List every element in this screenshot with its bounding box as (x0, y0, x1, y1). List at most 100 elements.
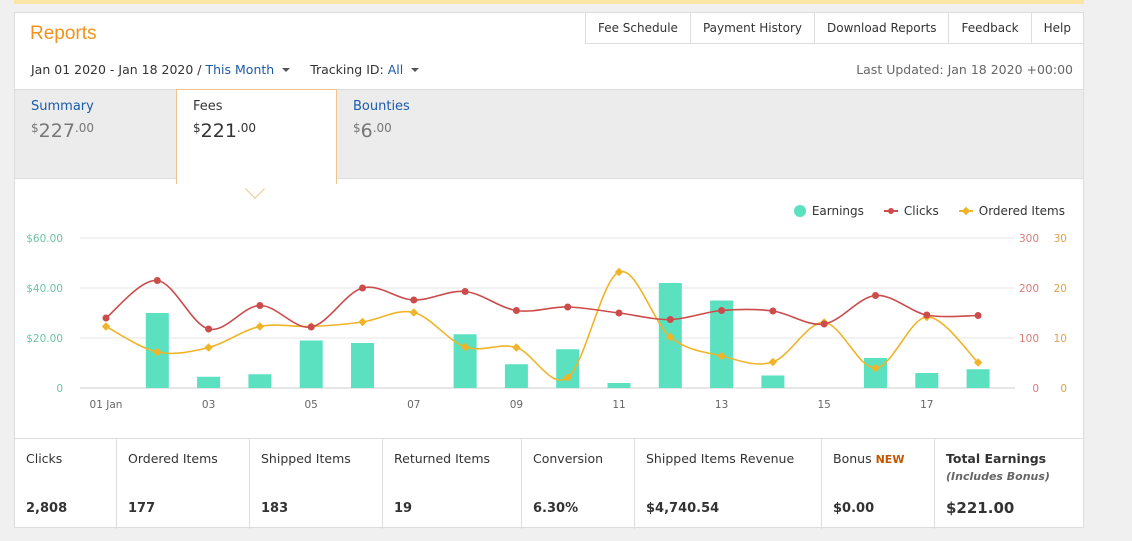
stat-total-earnings: Total Earnings (Includes Bonus) $221.00 (935, 439, 1083, 529)
stat-label: Conversion (533, 451, 604, 466)
stat-value: 2,808 (26, 501, 68, 516)
amount-cents: .00 (372, 121, 392, 135)
stat-label: Total Earnings (946, 451, 1047, 466)
period-dropdown[interactable]: This Month (205, 62, 275, 77)
earnings-chart: $60.00 300 30$40.00 200 20$20.00 100 100 0 001 J… (26, 233, 1067, 411)
stat-label: Shipped Items Revenue (646, 451, 795, 466)
tab-fees[interactable]: Fees $221.00 (176, 89, 337, 184)
amount-cents: .00 (74, 121, 94, 135)
earnings-bar (607, 383, 631, 388)
clicks-point (923, 311, 931, 319)
legend-label: Ordered Items (978, 204, 1065, 218)
stat-value: 177 (128, 501, 156, 516)
clicks-point (410, 296, 418, 304)
payment-history-button[interactable]: Payment History (689, 12, 815, 44)
right-axis-clicks-tick: 0 (1032, 383, 1039, 395)
ordered-items-point (255, 322, 265, 331)
clicks-point (666, 316, 674, 323)
x-axis-tick: 05 (305, 399, 318, 411)
ordered-items-point (768, 357, 778, 367)
x-axis-tick: 09 (510, 399, 523, 411)
ordered-items-point (666, 332, 675, 342)
left-axis-tick: $60.00 (26, 233, 63, 245)
clicks-point (307, 323, 315, 331)
right-axis-ordered-tick: 0 (1060, 383, 1067, 395)
x-axis-tick: 13 (715, 399, 728, 411)
stat-label: Ordered Items (128, 451, 218, 466)
stat-label: Clicks (26, 451, 63, 466)
currency-symbol: $ (193, 121, 201, 135)
amount-whole: 227 (38, 120, 75, 142)
stat-value: 183 (261, 501, 289, 516)
legend-earnings[interactable]: Earnings (793, 204, 864, 218)
legend-ordered[interactable]: Ordered Items (958, 204, 1065, 218)
chevron-down-icon[interactable] (282, 67, 291, 72)
clicks-point (359, 284, 366, 292)
earnings-bar (197, 376, 221, 388)
earnings-bar (864, 358, 887, 388)
tab-label: Summary (31, 99, 94, 114)
stat-label: Bonus NEW (822, 451, 934, 466)
legend-clicks[interactable]: Clicks (883, 204, 939, 218)
left-axis-tick: $20.00 (26, 333, 63, 345)
x-axis-tick: 01 Jan (90, 399, 123, 411)
tracking-label: Tracking ID: (310, 62, 384, 77)
clicks-line-icon (883, 208, 898, 214)
clicks-point (615, 309, 623, 317)
clicks-point (256, 302, 264, 309)
earnings-bar (710, 300, 734, 388)
ordered-items-point (563, 373, 572, 382)
stat-sublabel: (Includes Bonus) (946, 470, 1050, 483)
amount-cents: .00 (236, 121, 256, 135)
new-badge: NEW (875, 453, 905, 466)
amount-whole: 6 (360, 120, 373, 142)
download-reports-button[interactable]: Download Reports (813, 12, 950, 44)
clicks-point (974, 312, 982, 319)
help-button[interactable]: Help (1030, 12, 1084, 44)
ordered-items-point (717, 351, 726, 361)
ordered-items-point (204, 343, 213, 352)
clicks-point (205, 325, 213, 333)
earnings-bar (504, 364, 528, 388)
ordered-items-point (358, 317, 367, 327)
clicks-point (872, 292, 879, 299)
earnings-bar (556, 349, 580, 388)
currency-symbol: $ (31, 121, 39, 135)
date-range-text: Jan 01 2020 - Jan 18 2020 / (31, 62, 202, 77)
earnings-bar (761, 375, 785, 388)
stat-returned-items: Returned Items 19 (383, 439, 522, 529)
feedback-button[interactable]: Feedback (948, 12, 1032, 44)
stat-value: $221.00 (946, 499, 1015, 517)
chevron-down-icon[interactable] (411, 67, 420, 72)
tab-amount: $227.00 (31, 120, 94, 142)
earnings-dot-icon (793, 205, 806, 217)
stats-row: Clicks 2,808 Ordered Items 177 Shipped I… (15, 438, 1083, 529)
stat-label: Shipped Items (261, 451, 351, 466)
legend-label: Clicks (903, 204, 939, 218)
date-range-row: Jan 01 2020 - Jan 18 2020 / This Month T… (31, 62, 439, 77)
ordered-items-point (512, 343, 521, 352)
tab-amount: $6.00 (353, 120, 410, 142)
clicks-point (102, 314, 110, 322)
tab-bounties[interactable]: Bounties $6.00 (353, 90, 410, 180)
fee-schedule-button[interactable]: Fee Schedule (584, 12, 691, 44)
right-axis-ordered-tick: 10 (1054, 333, 1067, 345)
clicks-point (512, 307, 520, 314)
chart-legend: Earnings Clicks Ordered Items (774, 204, 1065, 218)
clicks-line (105, 279, 979, 331)
currency-symbol: $ (353, 121, 361, 135)
clicks-point (769, 307, 777, 315)
clicks-point (153, 277, 161, 284)
stat-clicks: Clicks 2,808 (15, 439, 117, 529)
clicks-point (820, 320, 828, 328)
x-axis-tick: 03 (202, 399, 215, 411)
clicks-point (718, 307, 726, 314)
stat-shipped-revenue: Shipped Items Revenue $4,740.54 (635, 439, 822, 529)
reports-card: Reports Fee Schedule Payment History Dow… (14, 12, 1084, 529)
tab-summary[interactable]: Summary $227.00 (31, 90, 94, 180)
tab-label: Bounties (353, 99, 410, 114)
legend-label: Earnings (811, 204, 864, 218)
tracking-dropdown[interactable]: All (387, 62, 404, 77)
ordered-line-icon (958, 206, 973, 216)
x-axis-tick: 17 (920, 399, 933, 411)
